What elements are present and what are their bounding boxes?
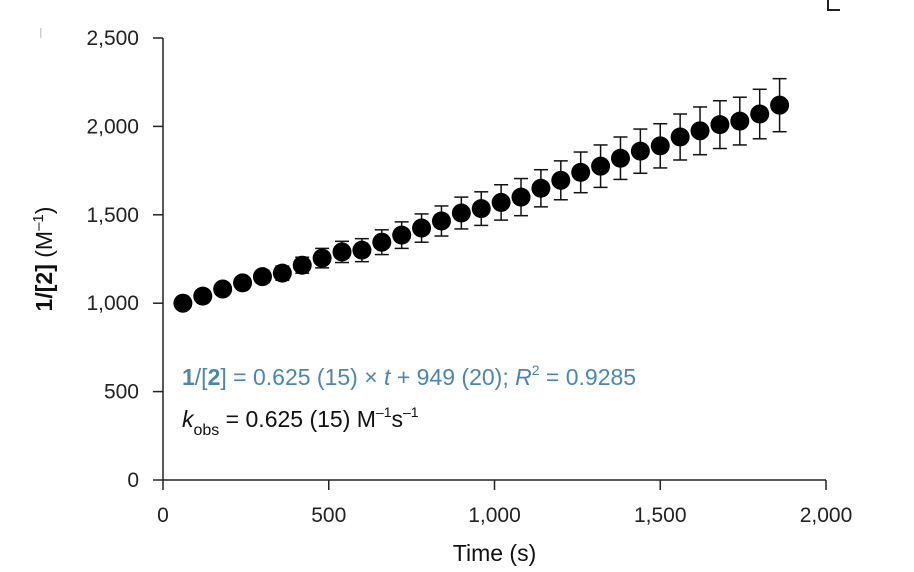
data-point — [591, 156, 611, 176]
y-tick-label: 2,500 — [86, 27, 139, 50]
data-point — [670, 127, 690, 147]
data-point — [650, 136, 670, 156]
fit-var-r: R — [515, 364, 532, 390]
x-tick-label: 1,500 — [634, 504, 687, 527]
top-left-crop-mark — [40, 28, 42, 38]
data-point — [292, 255, 312, 275]
data-point — [193, 286, 213, 306]
fit-intercept: + 949 (20); — [390, 364, 515, 390]
data-point — [213, 279, 233, 299]
data-point — [173, 293, 193, 313]
fit-lhs-bold-2: 2 — [208, 364, 221, 390]
data-point — [551, 170, 571, 190]
y-tick-label: 0 — [127, 469, 139, 492]
data-point — [690, 121, 710, 141]
y-tick-label: 1,500 — [86, 204, 139, 227]
kobs-sup-1: –1 — [376, 404, 392, 420]
kobs-equation: kobs = 0.625 (15) M–1s–1 — [182, 404, 419, 439]
kobs-sub: obs — [194, 422, 220, 439]
x-tick-label: 1,000 — [468, 504, 521, 527]
fit-slope: = 0.625 (15) × — [227, 364, 384, 390]
data-point — [392, 225, 412, 245]
data-point — [272, 263, 292, 283]
data-point — [312, 248, 332, 268]
kobs-s: s — [391, 406, 403, 432]
x-axis-label: Time (s) — [453, 540, 536, 566]
y-axis-label: 1/[2] (M–1) — [30, 207, 57, 312]
y-axis-label-bold: 1/[2] — [31, 264, 57, 311]
data-point — [571, 162, 591, 182]
data-point — [412, 218, 432, 238]
y-tick-label: 2,000 — [86, 115, 139, 138]
fit-lhs-mid: /[ — [195, 364, 208, 390]
data-point — [730, 111, 750, 131]
data-point — [610, 148, 630, 168]
x-tick-label: 2,000 — [800, 504, 853, 527]
data-point — [471, 199, 491, 219]
y-tick-label: 1,000 — [86, 292, 139, 315]
data-points — [173, 95, 790, 313]
x-ticks: 0 500 1,000 1,500 2,000 — [157, 480, 852, 527]
y-ticks: 0 500 1,000 1,500 2,000 2,500 — [86, 27, 163, 492]
y-axis-label-exp: –1 — [30, 214, 47, 231]
data-point — [233, 273, 253, 293]
data-point — [431, 211, 451, 231]
data-point — [451, 203, 471, 223]
fit-lhs-end: ] — [220, 364, 226, 390]
kobs-k: k — [182, 406, 195, 432]
fit-equation: 1/[2] = 0.625 (15) × t + 949 (20); R2 = … — [182, 362, 636, 390]
fit-var-t: t — [384, 364, 392, 390]
data-point — [770, 95, 790, 115]
y-axis-label-close: ) — [31, 207, 57, 215]
data-point — [372, 232, 392, 252]
data-point — [511, 187, 531, 207]
x-tick-label: 0 — [157, 504, 169, 527]
data-point — [332, 242, 352, 262]
data-point — [491, 192, 511, 212]
fit-r-sup: 2 — [532, 362, 540, 378]
top-right-crop-mark — [827, 0, 840, 11]
data-point — [630, 141, 650, 161]
x-tick-label: 500 — [311, 504, 346, 527]
kobs-value: = 0.625 (15) M — [219, 406, 376, 432]
data-point — [750, 104, 770, 124]
data-point — [531, 178, 551, 198]
data-point — [352, 240, 372, 260]
data-point — [710, 115, 730, 135]
y-axis-label-unit: (M — [31, 231, 57, 264]
data-point — [252, 267, 272, 287]
fit-lhs-bold-1: 1 — [182, 364, 195, 390]
y-tick-label: 500 — [104, 381, 139, 404]
fit-r2-value: = 0.9285 — [540, 364, 637, 390]
kobs-sup-2: –1 — [403, 404, 419, 420]
